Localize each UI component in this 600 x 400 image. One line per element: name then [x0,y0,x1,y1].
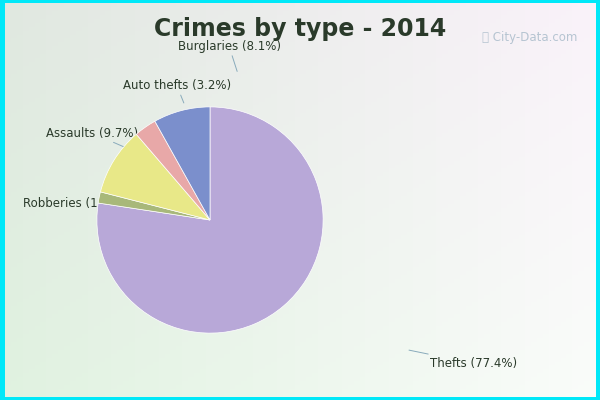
Wedge shape [97,107,323,333]
Wedge shape [136,121,210,220]
Wedge shape [155,107,210,220]
Text: Thefts (77.4%): Thefts (77.4%) [409,350,517,370]
Text: ⓘ City-Data.com: ⓘ City-Data.com [482,31,577,44]
Wedge shape [98,192,210,220]
Text: Assaults (9.7%): Assaults (9.7%) [46,126,144,156]
Wedge shape [100,134,210,220]
Text: Auto thefts (3.2%): Auto thefts (3.2%) [123,79,231,103]
Text: Burglaries (8.1%): Burglaries (8.1%) [178,40,281,72]
Text: Crimes by type - 2014: Crimes by type - 2014 [154,17,446,41]
Text: Robberies (1.6%): Robberies (1.6%) [23,198,129,210]
